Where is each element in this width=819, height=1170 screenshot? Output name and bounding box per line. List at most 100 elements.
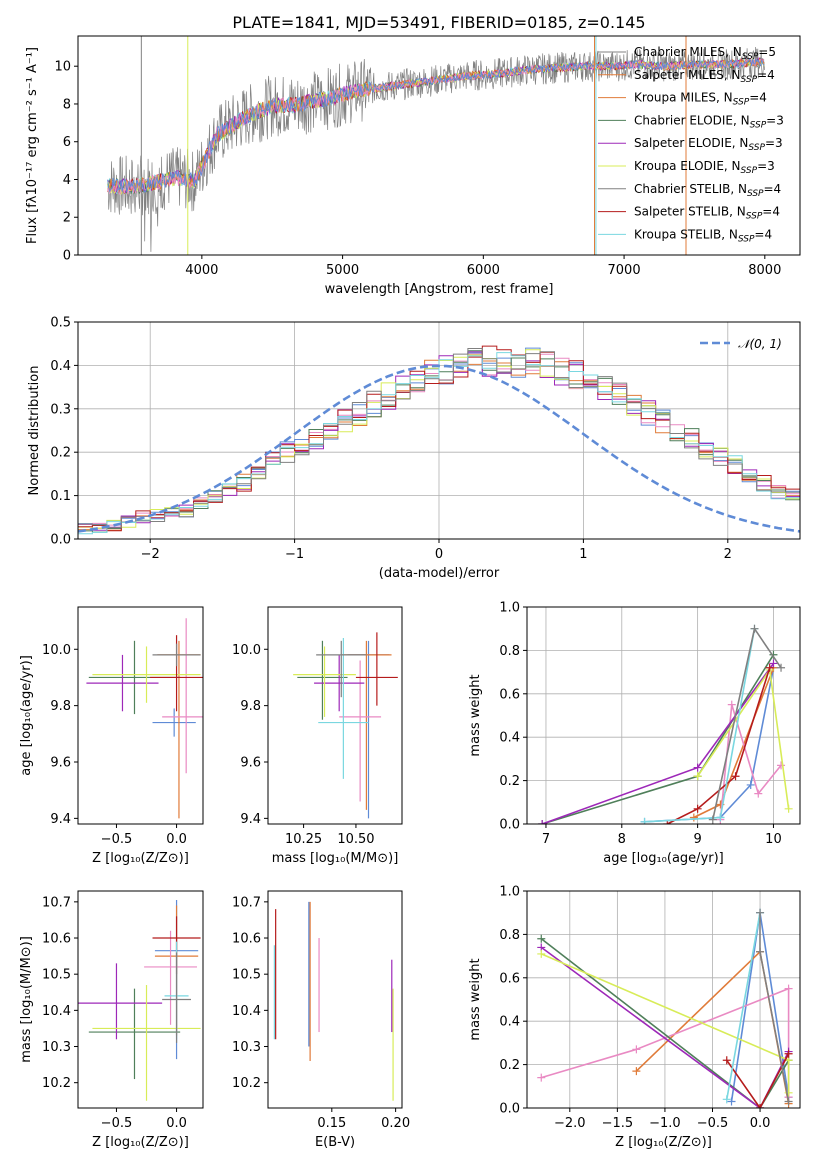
weight-marker	[538, 820, 547, 824]
x-tick-label: 8	[618, 832, 626, 847]
y-tick-label: 10.5	[42, 968, 71, 983]
errorbar-point-cyan	[318, 638, 369, 779]
x-tick-label: 0.0	[166, 832, 187, 847]
weight-marker	[754, 789, 763, 798]
weight-series-purple	[541, 662, 775, 824]
errorbar-point-pink	[162, 618, 203, 774]
errorbar-point-yellow	[293, 646, 356, 717]
errorbar-point-purple	[314, 654, 365, 712]
x-tick-label: 10	[765, 832, 782, 847]
y-tick-label: 0	[63, 249, 71, 264]
plot-area	[537, 908, 793, 1108]
x-tick-label: 0.0	[750, 1116, 771, 1131]
y-tick-label: 0.0	[499, 1102, 520, 1117]
legend-entry: Salpeter ELODIE, NSSP=3	[634, 136, 783, 153]
y-tick-label: 0.6	[499, 687, 520, 702]
weight-marker	[537, 934, 546, 943]
x-tick-label: 9	[693, 832, 701, 847]
chart-title: PLATE=1841, MJD=53491, FIBERID=0185, z=0…	[232, 13, 645, 32]
y-axis-label: Flux [fλ10⁻¹⁷ erg cm⁻² s⁻¹ A⁻¹]	[25, 47, 40, 244]
weight-marker	[784, 1049, 793, 1058]
panel-6: 0.15 0.20 10.2 10.3 10.4 10.5 10.6 10.7 E(B-V)	[232, 890, 410, 1150]
weight-marker	[777, 663, 786, 672]
weight-marker	[784, 984, 793, 993]
y-axis-label: mass weight	[468, 958, 483, 1040]
plot-area	[273, 901, 394, 1101]
plot-area	[107, 36, 765, 255]
x-tick-label: 5000	[326, 263, 359, 278]
weight-marker	[632, 1067, 641, 1076]
y-tick-label: 10.5	[232, 968, 261, 983]
legend-entry: Chabrier MILES, NSSP=5	[634, 45, 776, 62]
weight-marker	[708, 815, 717, 824]
x-axis-label: wavelength [Angstrom, rest frame]	[325, 282, 554, 297]
weight-marker	[663, 820, 672, 824]
legend: Chabrier MILES, NSSP=5 Salpeter MILES, NS…	[598, 45, 784, 244]
x-tick-label: −1	[285, 547, 304, 562]
x-tick-label: −2.0	[554, 1116, 586, 1131]
x-axis-label: mass [log₁₀(M/M⊙)]	[272, 851, 399, 866]
panel-1: −2 −1 0 1 2 0.0 0.1 0.2 0.3 0.4 0.5 (data-model)/er…	[27, 316, 801, 581]
weight-marker	[784, 1088, 793, 1097]
weight-series-red	[666, 667, 771, 824]
x-tick-label: 0.0	[166, 1116, 187, 1131]
weight-marker	[731, 772, 740, 781]
errorbar-point-blue	[347, 640, 390, 819]
errorbar-point-purple	[86, 654, 159, 712]
histogram-red	[78, 345, 800, 532]
y-tick-label: 10.2	[42, 1076, 71, 1091]
y-tick-label: 8	[63, 97, 71, 112]
y-tick-label: 0.2	[50, 446, 71, 461]
x-tick-label: −1.5	[602, 1116, 634, 1131]
y-tick-label: 0.2	[499, 774, 520, 789]
weight-marker	[722, 1056, 731, 1065]
x-tick-label: 10.25	[285, 832, 322, 847]
y-tick-label: 10	[54, 60, 71, 75]
axes-frame	[267, 606, 403, 825]
weight-marker	[640, 817, 649, 824]
weight-marker	[537, 949, 546, 958]
y-tick-label: 0.2	[499, 1058, 520, 1073]
y-tick-label: 9.4	[50, 812, 71, 827]
y-axis-label: Normed distribution	[27, 366, 42, 496]
errorbar-point-yellow	[92, 646, 201, 703]
errorbar-point-gray	[316, 640, 367, 698]
y-tick-label: 10.0	[232, 643, 261, 658]
x-tick-label: 8000	[748, 263, 781, 278]
spectrum-series-blue	[107, 58, 765, 193]
x-tick-label: 0	[435, 547, 443, 562]
histogram-green	[78, 350, 800, 533]
errorbar-point-green	[297, 640, 348, 720]
x-tick-label: 7	[542, 832, 550, 847]
panel-4: 7 8 9 10 0.0 0.2 0.4 0.6 0.8 1.0 age [log₁₀(age/yr…	[468, 601, 801, 866]
y-axis-label: age [log₁₀(age/yr)]	[19, 655, 34, 776]
y-tick-label: 0.8	[499, 928, 520, 943]
y-tick-label: 10.4	[232, 1004, 261, 1019]
histogram-purple	[78, 351, 800, 531]
weight-series-cyan	[726, 912, 761, 1100]
legend-entry: Kroupa MILES, NSSP=4	[634, 91, 767, 108]
panel-5: −0.5 0.0 10.2 10.3 10.4 10.5 10.6 10.7 Z [log₁₀(…	[19, 890, 204, 1150]
weight-marker	[756, 947, 765, 956]
legend-entry: 𝒩(0, 1)	[738, 337, 782, 351]
y-axis-label: mass weight	[468, 674, 483, 756]
x-tick-label: 4000	[185, 263, 218, 278]
spectrum-series-yellow	[107, 57, 765, 196]
y-tick-label: 9.8	[50, 699, 71, 714]
histogram-blue	[78, 347, 800, 525]
weight-series-pink	[719, 704, 782, 820]
x-tick-label: −0.5	[697, 1116, 729, 1131]
x-tick-label: −2	[141, 547, 160, 562]
y-tick-label: 10.3	[232, 1040, 261, 1055]
panel-2: −0.5 0.0 9.4 9.6 9.8 10.0 Z [log₁₀(Z/Z⊙)] age […	[19, 606, 204, 866]
y-tick-label: 0.6	[499, 971, 520, 986]
errorbar-point-red	[355, 632, 398, 706]
weight-marker	[750, 624, 759, 633]
y-tick-label: 4	[63, 173, 71, 188]
weight-marker	[756, 908, 765, 917]
x-tick-label: 10.50	[337, 832, 374, 847]
y-tick-label: 1.0	[499, 601, 520, 616]
legend-entry: Salpeter STELIB, NSSP=4	[634, 205, 780, 222]
y-tick-label: 10.7	[232, 895, 261, 910]
